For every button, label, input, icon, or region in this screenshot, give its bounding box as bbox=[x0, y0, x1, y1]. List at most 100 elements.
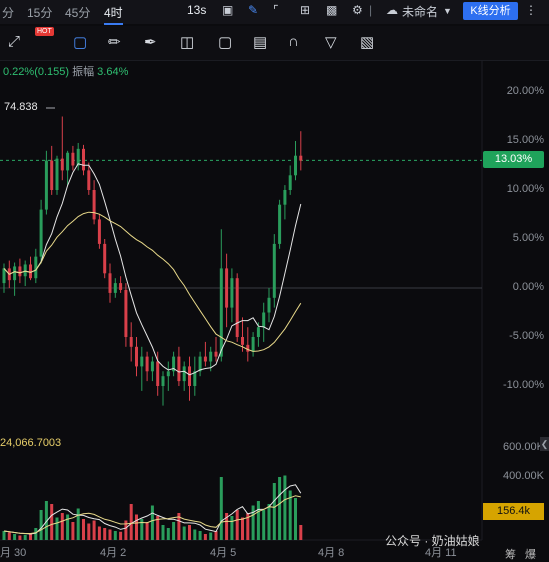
volume-bar bbox=[34, 528, 38, 540]
candle-body bbox=[76, 148, 80, 166]
candle-body bbox=[18, 266, 22, 277]
candle-body bbox=[182, 366, 186, 382]
candle-body bbox=[13, 266, 17, 281]
divider: | bbox=[369, 3, 373, 17]
trash-icon[interactable]: ▧ bbox=[360, 34, 375, 51]
volume-bar bbox=[156, 516, 160, 540]
change-value: 0.22%(0.155) bbox=[3, 66, 70, 78]
tick-15: 15.00% bbox=[506, 134, 544, 146]
tick-minus-5: -5.00% bbox=[509, 330, 544, 342]
crop-icon[interactable]: ⌜ bbox=[273, 3, 279, 17]
volume-bar bbox=[29, 533, 32, 540]
candle-body bbox=[219, 268, 223, 357]
candle-body bbox=[29, 264, 32, 279]
candle-body bbox=[198, 356, 202, 372]
candle-body bbox=[34, 256, 38, 279]
volume-bar bbox=[92, 520, 96, 540]
hot-badge: HOT bbox=[35, 27, 54, 36]
note-icon[interactable]: ▤ bbox=[253, 34, 268, 51]
volume-bar bbox=[272, 483, 276, 540]
x-label-apr2: 4月 2 bbox=[100, 547, 127, 559]
kline-analysis-button[interactable]: K线分析 bbox=[463, 2, 518, 20]
candle-body bbox=[214, 351, 218, 357]
tick-20: 20.00% bbox=[506, 85, 544, 97]
volume-bar bbox=[97, 526, 101, 540]
more-icon[interactable]: ⋮ bbox=[525, 3, 537, 17]
candle-body bbox=[2, 268, 6, 284]
filter-icon[interactable]: ▽ bbox=[325, 34, 337, 51]
high-marker: 74.838 bbox=[4, 101, 38, 113]
volume-bar bbox=[294, 498, 297, 540]
x-label-apr8: 4月 8 bbox=[318, 547, 345, 559]
candle-body bbox=[246, 344, 250, 352]
candle-body bbox=[156, 361, 160, 386]
bars-icon[interactable]: ◫ bbox=[180, 34, 195, 51]
timeframe-4h[interactable]: 4时 bbox=[104, 6, 123, 25]
brush-icon[interactable]: ✒ bbox=[144, 34, 157, 51]
volume-bar bbox=[225, 513, 229, 540]
candle-body bbox=[230, 278, 234, 308]
candle-body bbox=[108, 273, 112, 293]
volume-bar bbox=[82, 519, 85, 540]
volume-bar bbox=[145, 522, 149, 540]
volume-bar bbox=[214, 531, 218, 540]
pencil-icon[interactable]: ✎ bbox=[248, 3, 259, 17]
candle-body bbox=[251, 337, 255, 352]
volume-bar bbox=[267, 504, 271, 540]
chevron-down-icon[interactable]: ▼ bbox=[443, 6, 452, 16]
timeframe-1m[interactable]: 分 bbox=[2, 6, 15, 20]
volume-bar bbox=[177, 513, 181, 540]
add-box-icon[interactable]: ⊞ bbox=[300, 3, 311, 17]
indicators-icon[interactable]: ▩ bbox=[326, 3, 338, 17]
candle-body bbox=[235, 278, 239, 337]
candle-body bbox=[97, 219, 101, 244]
candle-body bbox=[44, 160, 48, 210]
volume-bar bbox=[256, 501, 260, 540]
volume-bar bbox=[135, 514, 138, 540]
candle-body bbox=[161, 376, 165, 386]
volume-bar bbox=[76, 508, 80, 540]
candle-body bbox=[92, 190, 96, 220]
tick-10: 10.00% bbox=[506, 183, 544, 195]
camera-icon[interactable]: ▣ bbox=[222, 3, 234, 17]
candle-body bbox=[129, 337, 133, 347]
volume-bar bbox=[60, 513, 64, 540]
layout-name[interactable]: 未命名 bbox=[402, 5, 439, 19]
candle-body bbox=[193, 371, 197, 386]
candle-body bbox=[135, 346, 138, 367]
candle-body bbox=[177, 356, 181, 382]
volume-ma-fast bbox=[3, 484, 302, 535]
volume-bar bbox=[2, 531, 6, 540]
timeframe-45m[interactable]: 45分 bbox=[65, 6, 91, 20]
candle-body bbox=[60, 158, 64, 171]
magnet-icon[interactable]: ∩ bbox=[288, 33, 299, 50]
candle-body bbox=[209, 351, 213, 362]
volume-bar bbox=[13, 534, 17, 540]
rectangle-icon[interactable]: ▢ bbox=[73, 34, 88, 51]
chevron-left-icon[interactable]: ❮ bbox=[540, 437, 549, 451]
volume-bar bbox=[103, 528, 107, 540]
vol-tick-400k: 400.00K bbox=[503, 470, 544, 482]
timeframe-15m[interactable]: 15分 bbox=[27, 6, 53, 20]
candle-body bbox=[113, 283, 117, 293]
tick-minus-10: -10.00% bbox=[503, 379, 544, 391]
candle-body bbox=[262, 312, 266, 328]
volume-bar bbox=[119, 531, 123, 540]
candle-body bbox=[50, 160, 54, 190]
cloud-icon[interactable]: ☁ bbox=[386, 3, 398, 17]
volume-bar bbox=[7, 532, 11, 540]
ruler-icon[interactable]: ✏ bbox=[108, 34, 121, 51]
tick-0: 0.00% bbox=[512, 281, 544, 293]
candle-body bbox=[267, 297, 271, 313]
volume-bar bbox=[166, 528, 170, 540]
gear-icon[interactable]: ⚙ bbox=[352, 3, 363, 17]
candle-body bbox=[299, 155, 303, 161]
crosshair-icon[interactable]: ⤢ bbox=[8, 33, 21, 50]
tick-5: 5.00% bbox=[512, 232, 544, 244]
candle-body bbox=[55, 158, 59, 190]
volume-bar bbox=[18, 535, 22, 540]
x-label-mar30: 月 30 bbox=[0, 547, 27, 559]
stats-line: 0.22%(0.155) 振幅 3.64% bbox=[3, 63, 128, 79]
clip-icon[interactable]: ▢ bbox=[218, 34, 233, 51]
